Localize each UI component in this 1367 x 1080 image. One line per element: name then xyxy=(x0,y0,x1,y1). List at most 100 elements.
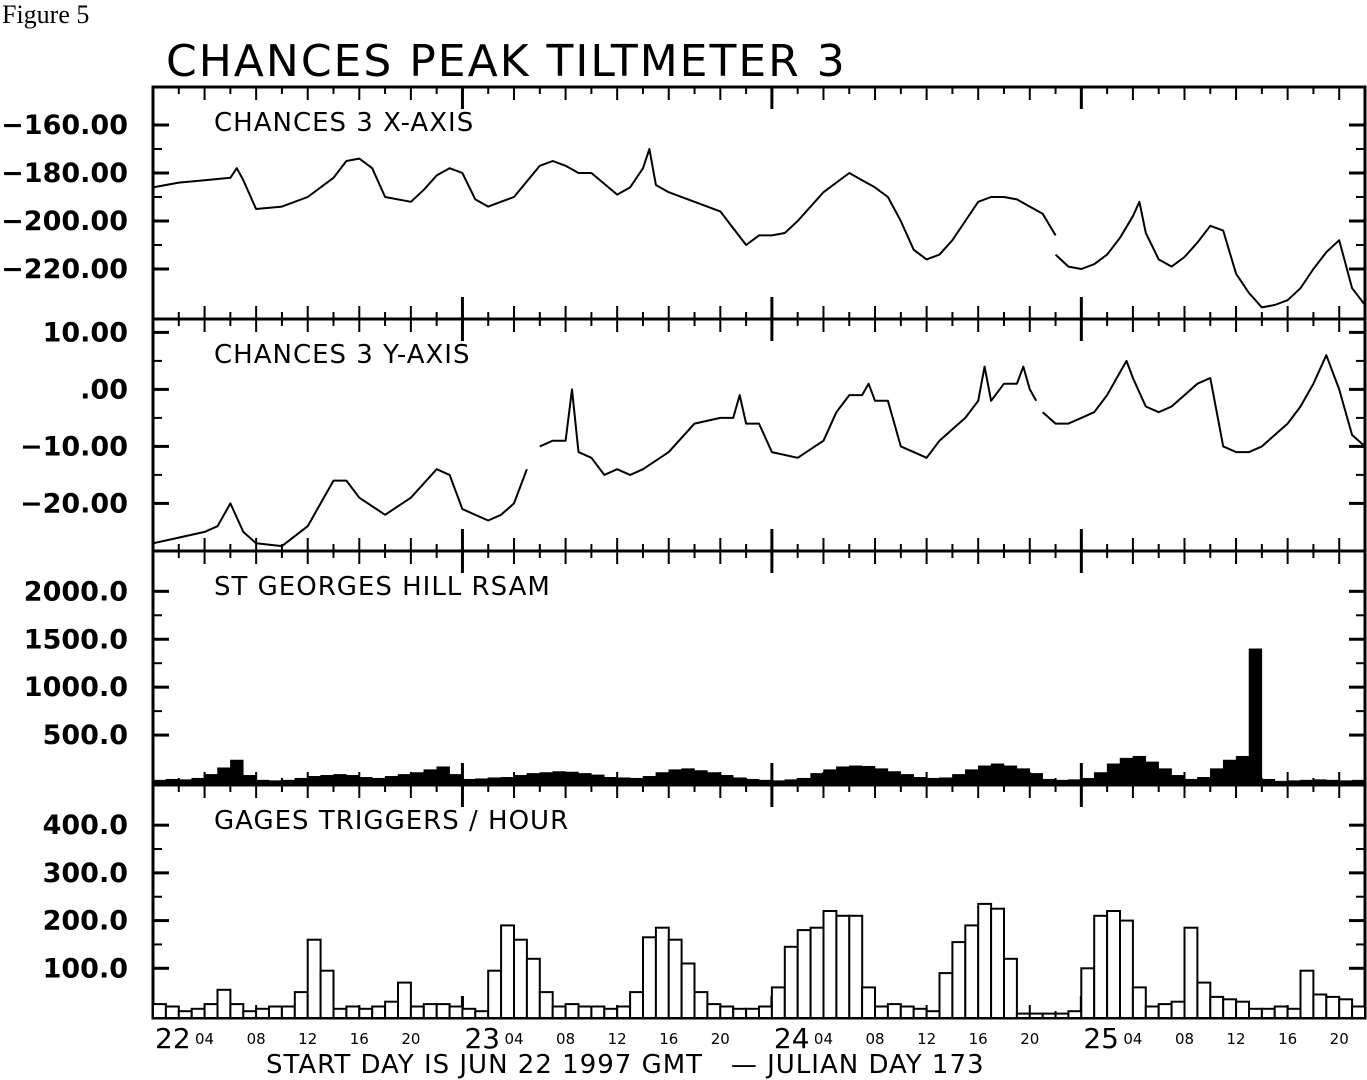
series-line xyxy=(1042,354,1366,454)
series-line xyxy=(1054,200,1366,309)
bar xyxy=(964,924,980,1020)
y-tick-label: −160.00 xyxy=(1,110,128,141)
panel-2: 10.00 .00 −10.00 −20.00 CHANCES 3 Y-AXIS xyxy=(20,317,1366,551)
y-tick-label: −200.00 xyxy=(1,206,128,237)
y-tick-label: 500.0 xyxy=(43,720,128,751)
bar xyxy=(1222,759,1237,786)
panel-title: GAGES TRIGGERS / HOUR xyxy=(214,806,569,836)
hour-label: 20 xyxy=(711,1030,730,1048)
bar xyxy=(990,907,1005,1020)
bar xyxy=(410,772,425,786)
bar xyxy=(1338,998,1354,1019)
bar xyxy=(835,914,851,1019)
panel-title: CHANCES 3 X-AXIS xyxy=(214,108,474,138)
bar xyxy=(217,767,231,786)
bar xyxy=(1080,967,1096,1019)
bar xyxy=(204,774,218,786)
hour-label: 20 xyxy=(1020,1030,1039,1048)
panel-3: 2000.0 1500.0 1000.0 500.0 ST GEORGES HILL R… xyxy=(24,549,1366,786)
bar xyxy=(823,769,837,786)
y-tick-label: −10.00 xyxy=(20,431,128,462)
bar xyxy=(1286,1007,1302,1019)
bar xyxy=(1170,1000,1186,1020)
bar xyxy=(886,1003,902,1019)
bar xyxy=(809,926,825,1020)
bar xyxy=(977,902,993,1020)
bar xyxy=(526,773,541,786)
bar xyxy=(758,1005,773,1019)
panel-title: CHANCES 3 Y-AXIS xyxy=(214,340,470,370)
hour-label: 12 xyxy=(917,1030,936,1048)
bar xyxy=(577,1005,593,1019)
bar xyxy=(1093,914,1109,1019)
bar xyxy=(861,765,876,786)
bar xyxy=(912,1007,928,1019)
y-tick-label: 100.0 xyxy=(43,953,128,984)
bar xyxy=(874,768,889,786)
bar xyxy=(836,766,850,786)
bar xyxy=(668,769,682,786)
bar xyxy=(1248,648,1263,786)
bar xyxy=(1210,768,1224,786)
bar xyxy=(1248,1007,1263,1019)
day-label: 24 xyxy=(774,1022,810,1055)
bar xyxy=(552,771,566,786)
bar xyxy=(538,991,554,1019)
hour-label: 16 xyxy=(350,1030,369,1048)
bar xyxy=(397,774,412,786)
bar xyxy=(990,763,1005,786)
hour-label: 08 xyxy=(1175,1030,1194,1048)
bar xyxy=(487,969,503,1020)
bar xyxy=(1325,995,1341,1020)
y-tick-label: 2000.0 xyxy=(24,576,128,607)
y-tick-label: −180.00 xyxy=(1,158,128,189)
bar xyxy=(422,1003,438,1019)
bar xyxy=(938,972,954,1019)
bar xyxy=(1222,998,1238,1019)
hour-label: 12 xyxy=(608,1030,627,1048)
hour-label: 16 xyxy=(1278,1030,1297,1048)
y-tick-label: 200.0 xyxy=(43,906,128,937)
bar xyxy=(810,773,824,786)
bar xyxy=(1312,993,1328,1019)
bar xyxy=(1158,768,1172,786)
bar xyxy=(1145,761,1159,786)
bar xyxy=(229,1003,245,1019)
figure-label: Figure 5 xyxy=(2,0,90,29)
bar xyxy=(848,914,864,1019)
bar xyxy=(719,1005,735,1019)
y-tick-label: 1500.0 xyxy=(24,624,128,655)
panel-4: 400.0 300.0 200.0 100.0 GAGES TRIGGERS / HOU… xyxy=(43,783,1366,1020)
bar xyxy=(616,1005,632,1019)
bar xyxy=(965,769,979,786)
bar xyxy=(371,1005,387,1019)
page-title: CHANCES PEAK TILTMETER 3 xyxy=(166,36,847,87)
bar xyxy=(603,1007,619,1019)
bar xyxy=(152,1003,167,1019)
bar xyxy=(500,924,516,1020)
bar xyxy=(1106,910,1121,1019)
bar xyxy=(642,936,657,1019)
bar xyxy=(539,772,553,786)
bar xyxy=(680,962,696,1019)
hour-label: 20 xyxy=(1330,1030,1349,1048)
bar xyxy=(345,1005,361,1019)
bar xyxy=(164,1005,180,1019)
bar xyxy=(1299,969,1315,1020)
bar xyxy=(590,1005,606,1019)
hour-label: 04 xyxy=(1123,1030,1142,1048)
bar xyxy=(1144,1005,1160,1019)
bar xyxy=(1067,1010,1083,1020)
bar xyxy=(591,774,605,786)
bar xyxy=(333,774,347,786)
bar xyxy=(177,1010,193,1020)
bar xyxy=(1196,981,1212,1019)
bar xyxy=(319,969,335,1020)
bar xyxy=(925,1010,941,1020)
bar xyxy=(242,1010,258,1020)
bar xyxy=(822,910,838,1019)
bar xyxy=(977,765,992,786)
bar xyxy=(423,769,437,786)
bar xyxy=(655,772,670,786)
